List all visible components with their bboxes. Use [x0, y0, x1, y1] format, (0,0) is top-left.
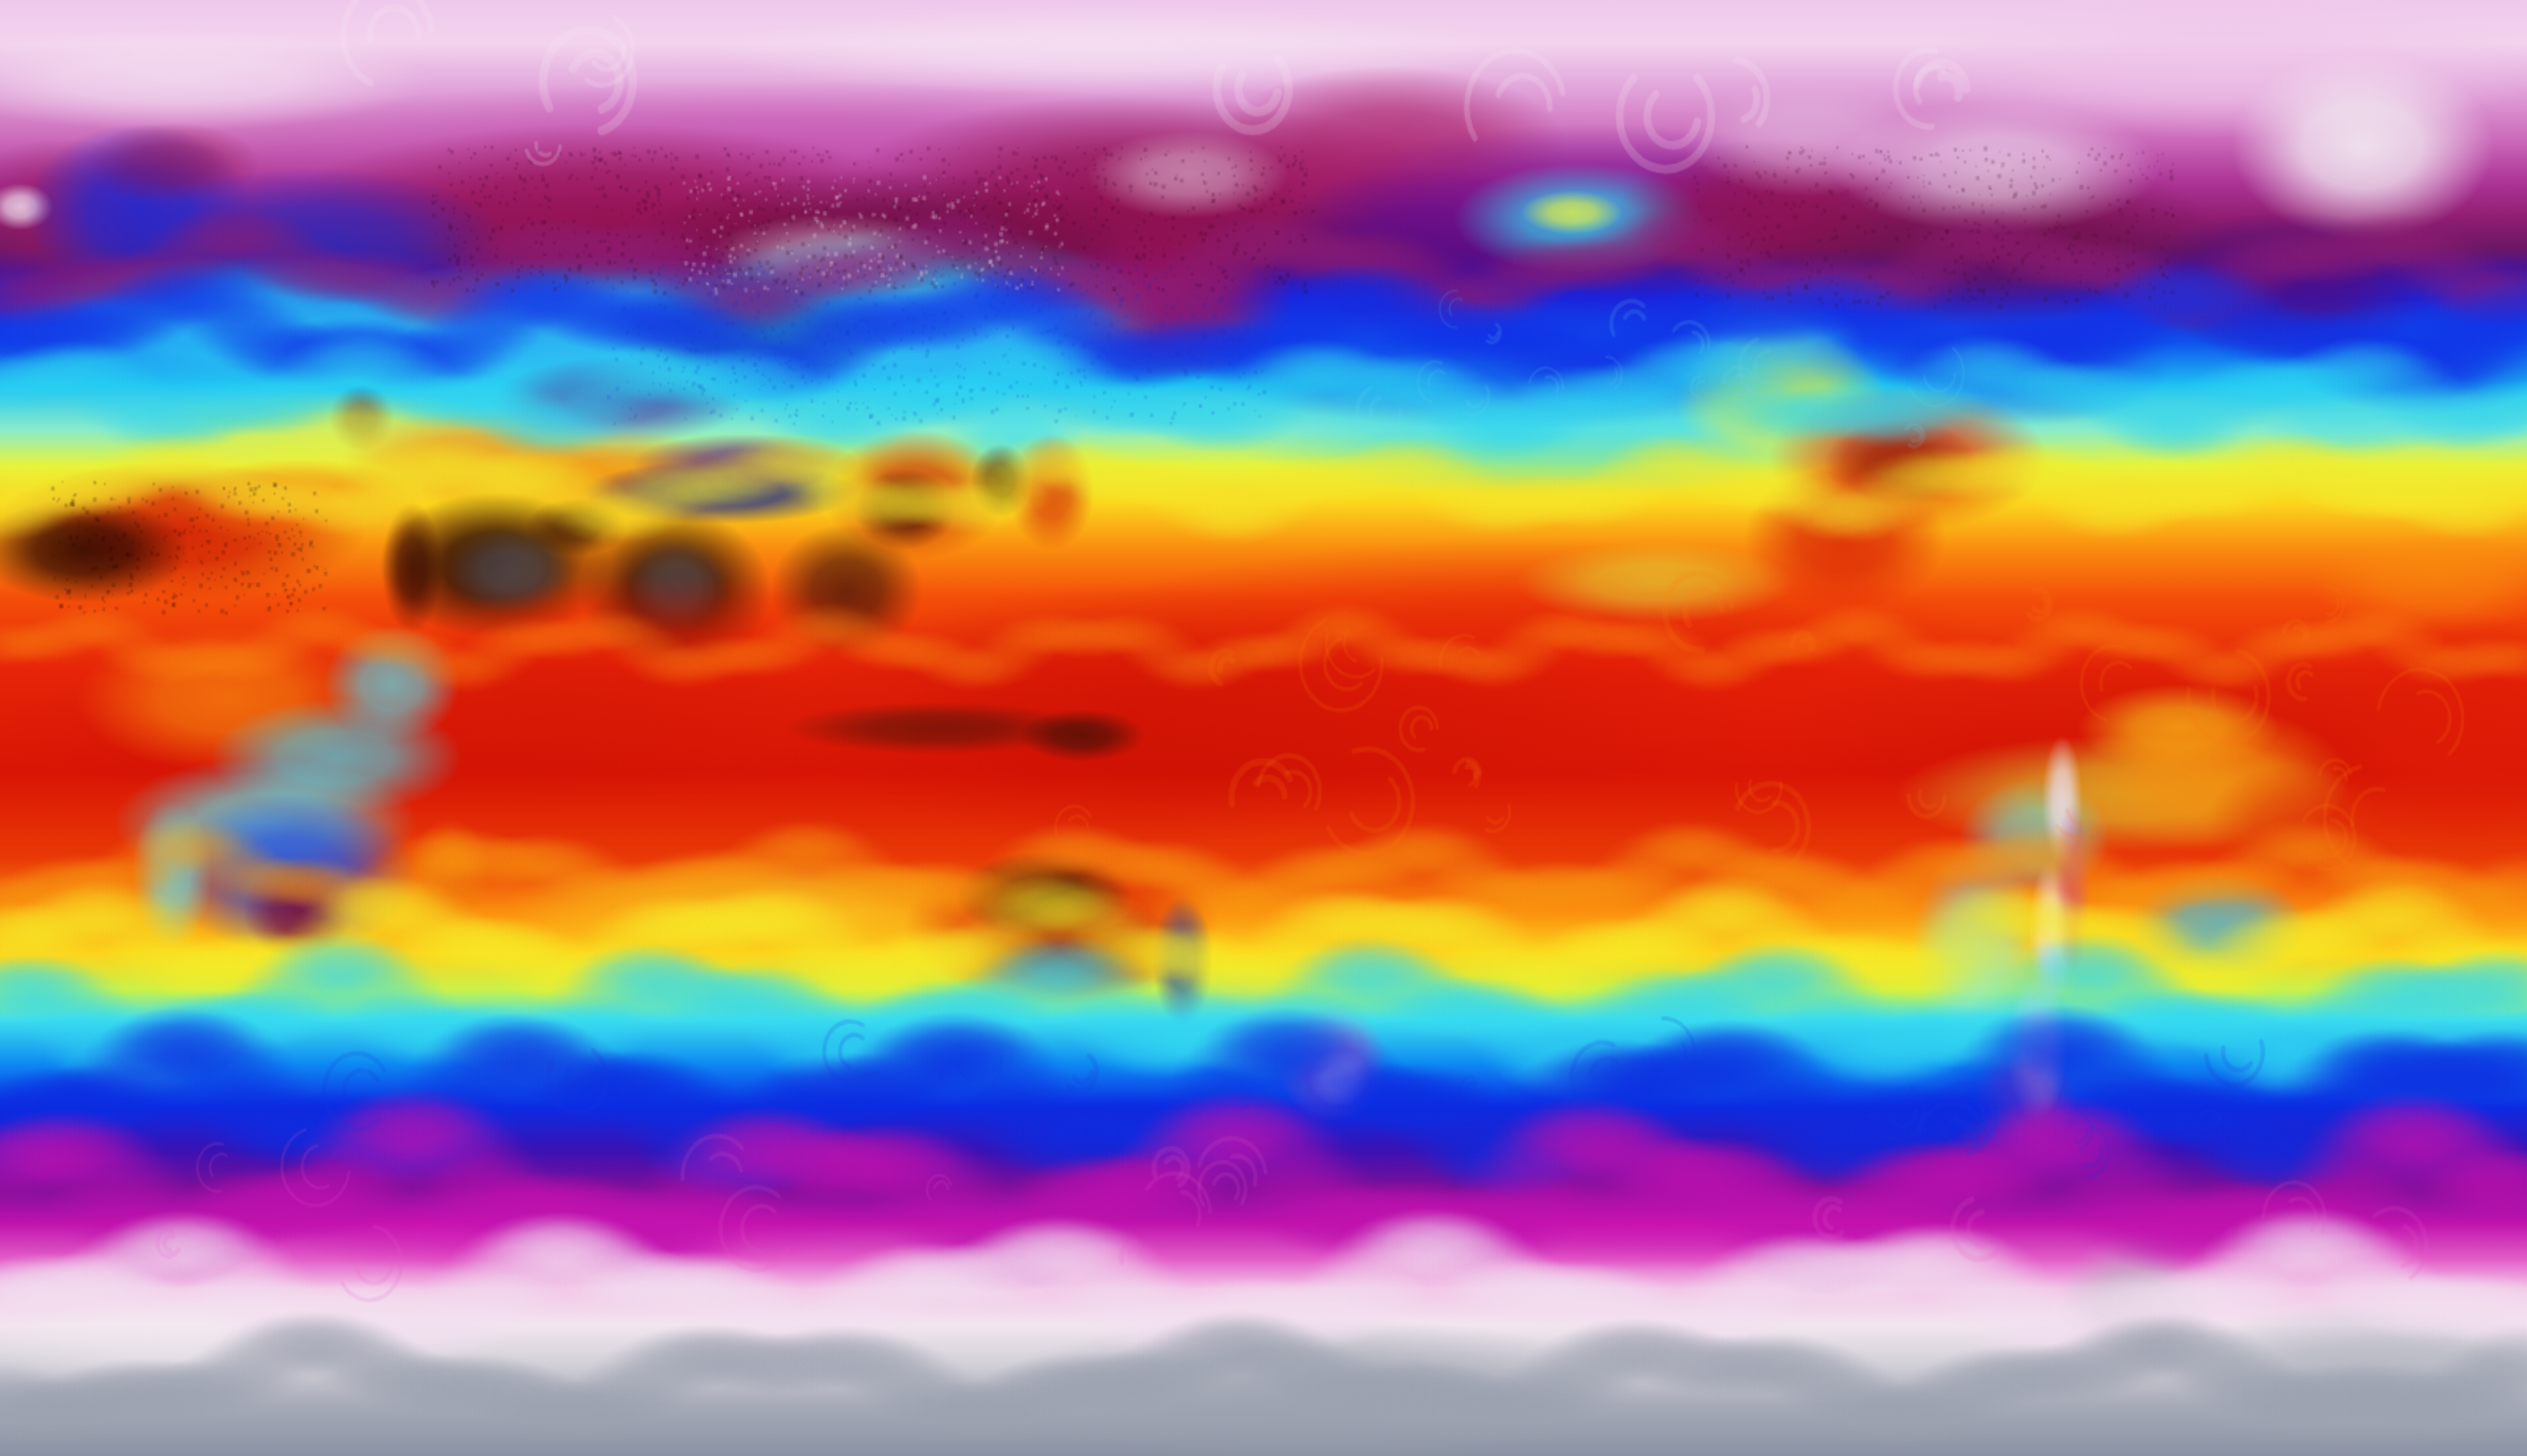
temperature-map-canvas: [0, 0, 2527, 1456]
global-temperature-map: [0, 0, 2527, 1456]
screenshot-root: [0, 0, 2527, 1456]
